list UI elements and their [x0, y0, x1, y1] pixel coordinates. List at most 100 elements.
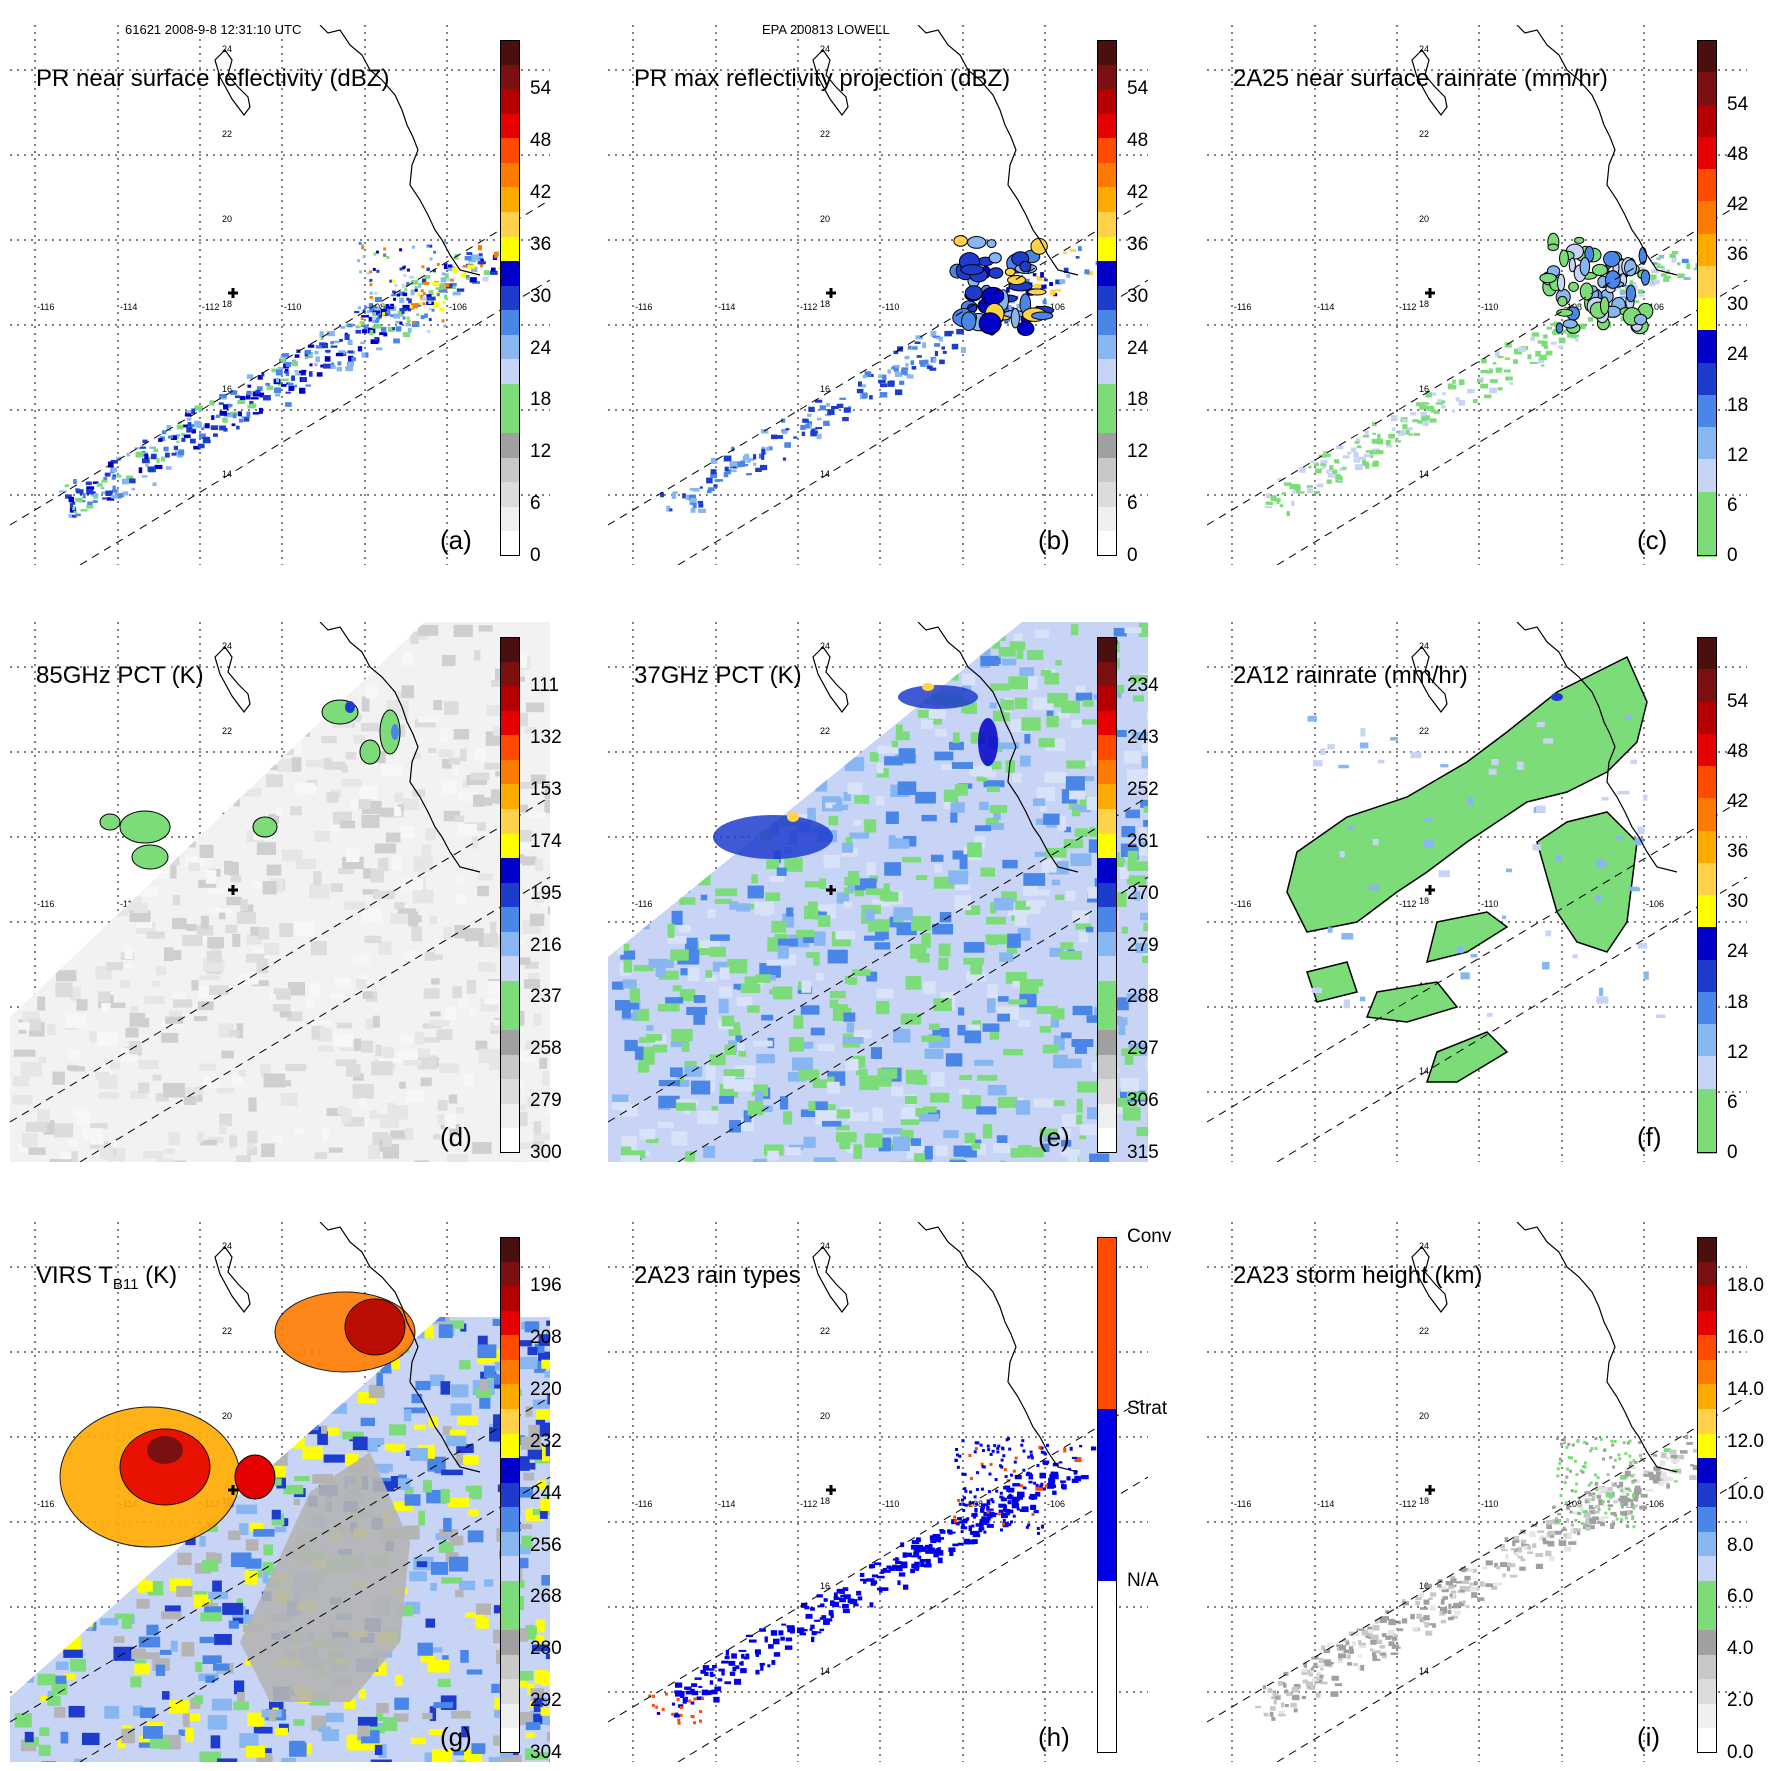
tb-pixel: [828, 815, 839, 826]
tb-pixel: [346, 847, 360, 863]
tb-pixel: [539, 1422, 550, 1437]
tb-pixel: [231, 1076, 243, 1086]
rain-pixel: [1360, 727, 1366, 737]
echo-pixel: [176, 440, 180, 443]
tb-pixel: [831, 733, 853, 740]
tb-pixel: [394, 902, 405, 909]
tb-pixel: [108, 690, 117, 698]
tb-pixel: [438, 749, 453, 758]
tb-pixel: [650, 696, 670, 705]
tb-pixel: [198, 975, 220, 981]
echo-pixel: [1365, 450, 1373, 453]
echo-pixel: [1339, 467, 1346, 471]
tb-pixel: [676, 767, 685, 780]
tb-pixel: [680, 968, 691, 976]
echo-pixel: [1022, 1486, 1027, 1490]
echo-pixel: [815, 1631, 822, 1634]
lon-label: -114: [1317, 302, 1334, 312]
tb-pixel: [652, 732, 663, 746]
tb-pixel: [848, 646, 868, 658]
tb-pixel: [249, 1522, 264, 1532]
colorbar-swatch: [1697, 798, 1717, 831]
echo-pixel: [1537, 357, 1545, 364]
tb-pixel: [380, 1360, 392, 1374]
lat-label: 24: [1419, 641, 1429, 651]
rain-type-pixel: [968, 1453, 972, 1457]
colorbar-swatch: [500, 1507, 520, 1533]
tb-pixel: [449, 1429, 466, 1436]
tb-pixel: [755, 974, 771, 983]
rain-pixel: [1634, 837, 1644, 846]
tb-pixel: [364, 935, 382, 944]
echo-pixel: [452, 291, 461, 296]
colorbar-dbz-b: 54 48 42 36 30 24 18 12 6 0: [1097, 0, 1157, 566]
echo-pixel: [921, 359, 929, 365]
tb-pixel: [866, 862, 876, 876]
echo-pixel: [1585, 1526, 1591, 1531]
echo-pixel: [1505, 376, 1513, 381]
tb-pixel: [905, 1069, 924, 1085]
echo-pixel: [894, 372, 903, 377]
tb-pixel: [21, 1133, 38, 1148]
rain-type-pixel: [953, 1515, 957, 1519]
colorbar-tick-label: 54: [1727, 690, 1749, 712]
tb-pixel: [420, 1655, 436, 1663]
echo-pixel: [862, 375, 867, 379]
tb-pixel: [126, 899, 135, 914]
echo-pixel: [256, 386, 263, 392]
tb-pixel: [1015, 900, 1031, 910]
tb-pixel: [38, 963, 45, 969]
tb-pixel: [754, 901, 774, 915]
tb-pixel: [300, 698, 317, 704]
tb-pixel: [499, 1755, 522, 1762]
echo-pixel: [1500, 1549, 1508, 1552]
swath-edge-line: [79, 876, 550, 1162]
tb-pixel: [545, 1443, 550, 1457]
echo-pixel: [305, 384, 311, 387]
echo-pixel: [1415, 1596, 1422, 1601]
echo-pixel: [1299, 466, 1306, 473]
tb-pixel: [671, 707, 680, 714]
tb-pixel: [842, 1037, 864, 1044]
tb-pixel: [866, 971, 878, 982]
tb-pixel: [520, 1436, 542, 1450]
tb-pixel: [963, 622, 974, 634]
tb-pixel: [460, 1649, 469, 1663]
echo-pixel: [895, 1560, 902, 1565]
tb-pixel: [17, 1144, 28, 1153]
echo-pixel: [999, 1495, 1003, 1499]
tb-pixel: [13, 627, 30, 634]
tb-pixel: [737, 633, 746, 648]
tb-pixel: [119, 1572, 131, 1579]
echo-pixel: [704, 1671, 709, 1677]
echo-pixel: [811, 1636, 815, 1643]
tb-pixel: [29, 1590, 38, 1605]
tb-pixel: [924, 1048, 944, 1059]
tb-pixel: [464, 928, 484, 942]
lat-label: 18: [820, 1496, 830, 1506]
echo-pixel: [234, 395, 241, 399]
echo-pixel: [666, 505, 671, 512]
rain-type-pixel: [1036, 1526, 1040, 1530]
echo-pixel: [1541, 364, 1545, 367]
echo-pixel: [1663, 1448, 1671, 1453]
tb-pixel: [864, 909, 875, 921]
echo-pixel: [699, 486, 703, 489]
tb-pixel: [1003, 1048, 1024, 1056]
title-subscript: B11: [112, 1276, 139, 1293]
tb-pixel: [249, 645, 270, 653]
tb-pixel: [1071, 809, 1081, 817]
tb-pixel: [923, 981, 936, 995]
colorbar-tick-label: 42: [530, 181, 552, 203]
tb-pixel: [453, 728, 470, 740]
echo-pixel: [288, 362, 295, 365]
echo-pixel: [1336, 475, 1343, 480]
tb-pixel: [167, 950, 182, 961]
tb-pixel: [1018, 1019, 1031, 1028]
echo-pixel: [490, 267, 496, 272]
tb-pixel: [228, 1530, 241, 1541]
tb-pixel: [950, 811, 958, 823]
